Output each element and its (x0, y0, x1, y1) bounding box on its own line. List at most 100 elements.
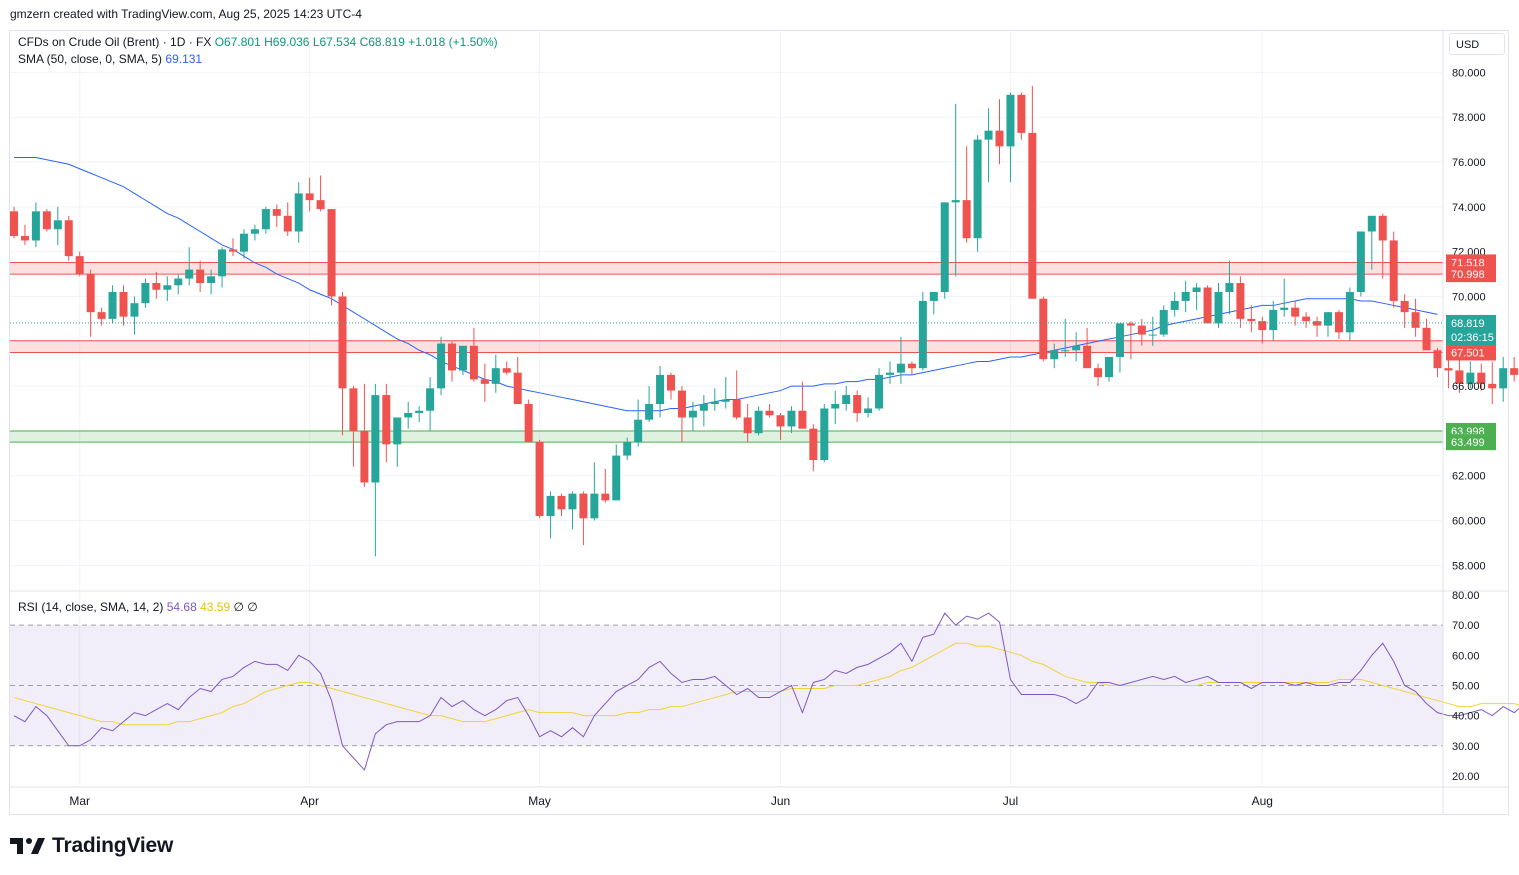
candle-up (1225, 283, 1234, 292)
candle-up (207, 276, 216, 284)
candle-down (42, 211, 51, 230)
candle-down (283, 215, 292, 232)
candle-up (896, 363, 905, 373)
candle-down (1247, 318, 1256, 322)
resistance-zone (10, 340, 1443, 353)
tradingview-logo-icon (10, 838, 45, 854)
candle-down (557, 495, 566, 510)
legend-change: +1.018 (+1.50%) (408, 35, 498, 49)
candle-up (393, 417, 402, 445)
candle-up (656, 374, 665, 405)
candle-up (623, 442, 632, 456)
grid (10, 30, 1443, 785)
candle-down (524, 404, 533, 443)
brand[interactable]: TradingView (10, 834, 173, 858)
candle-down (1039, 298, 1048, 360)
rsi-extra: ∅ ∅ (233, 600, 258, 614)
price-tick-label: 60.000 (1452, 516, 1486, 528)
candle-up (1324, 312, 1332, 326)
candle-up (53, 220, 62, 230)
brand-name: TradingView (52, 834, 174, 857)
candle-down (995, 130, 1004, 147)
currency-button[interactable]: USD (1449, 33, 1505, 55)
candle-down (1334, 312, 1343, 333)
zone-bottom-label: 63.499 (1451, 437, 1485, 449)
candle-down (1510, 368, 1519, 375)
candle-down (1444, 368, 1453, 371)
last-price-label: 68.819 (1451, 318, 1485, 330)
sma-legend[interactable]: SMA (50, close, 0, SMA, 5) 69.131 (18, 52, 202, 66)
rsi-value: 54.68 (166, 600, 197, 614)
candle-down (907, 363, 916, 369)
candle-down (1236, 283, 1245, 319)
rsi-tick-label: 70.00 (1452, 620, 1480, 632)
rsi-line (13, 612, 1519, 771)
candle-up (141, 283, 150, 304)
candle-down (1400, 300, 1409, 313)
candle-up (951, 200, 960, 203)
candle-down (360, 430, 369, 483)
candle-down (535, 442, 544, 517)
price-tick-label: 66.000 (1452, 381, 1486, 393)
candle-down (196, 269, 205, 284)
candle-down (1477, 372, 1486, 384)
candle-up (1148, 334, 1157, 336)
candle-up (1356, 231, 1365, 292)
candle-down (579, 493, 588, 519)
sma-label: SMA (50, close, 0, SMA, 5) (18, 52, 163, 66)
candle-down (1126, 323, 1135, 326)
candle-up (1050, 350, 1059, 360)
candle-down (1433, 350, 1442, 369)
candle-down (1422, 327, 1431, 351)
time-tick-label: Apr (300, 794, 319, 808)
candle-up (491, 368, 500, 384)
price-tick-label: 72.000 (1452, 247, 1486, 259)
candle-down (732, 399, 741, 418)
candle-down (798, 410, 807, 429)
candle-up (940, 202, 949, 292)
candle-up (415, 410, 424, 413)
candle-down (152, 283, 161, 290)
candle-up (831, 404, 840, 409)
candle-up (250, 229, 259, 234)
symbol-legend[interactable]: CFDs on Crude Oil (Brent) · 1D · FX O67.… (18, 35, 498, 49)
candle-up (426, 388, 435, 411)
candle-down (1094, 368, 1103, 378)
candle-up (1499, 368, 1508, 389)
candle-up (612, 455, 621, 501)
time-tick-label: Jul (1003, 794, 1018, 808)
candle-up (1192, 287, 1201, 292)
candle-up (1345, 291, 1354, 333)
candle-up (754, 410, 763, 434)
candle-up (688, 410, 697, 418)
rsi-legend[interactable]: RSI (14, close, SMA, 14, 2) 54.68 43.59 … (18, 600, 258, 614)
zone-label-box (1446, 266, 1496, 283)
candle-up (294, 193, 303, 232)
sma-line (14, 157, 1438, 412)
candle-down (305, 193, 314, 201)
candle-down (97, 312, 106, 319)
chart-frame (9, 30, 1509, 815)
candle-down (349, 388, 358, 431)
rsi-tick-label: 50.00 (1452, 680, 1480, 692)
rsi-tick-label: 20.00 (1452, 771, 1480, 783)
candle-down (10, 211, 18, 236)
candle-up (634, 419, 643, 443)
time-tick-label: May (528, 794, 551, 808)
axes: 58.00060.00062.00064.00066.00068.00070.0… (10, 30, 1508, 814)
candle-up (108, 291, 117, 319)
candle-up (1466, 372, 1475, 384)
rsi-ma-value: 43.59 (200, 600, 231, 614)
time-tick-label: Aug (1252, 794, 1273, 808)
candle-down (382, 395, 391, 445)
candle-up (710, 401, 719, 405)
candle-down (1411, 312, 1420, 328)
candle-up (1072, 345, 1081, 351)
candle-up (875, 374, 884, 409)
candle-up (1006, 94, 1015, 147)
candle-down (1017, 94, 1026, 133)
price-tick-label: 76.000 (1452, 157, 1486, 169)
candle-down (962, 200, 971, 239)
legend-open: O67.801 (214, 35, 261, 49)
